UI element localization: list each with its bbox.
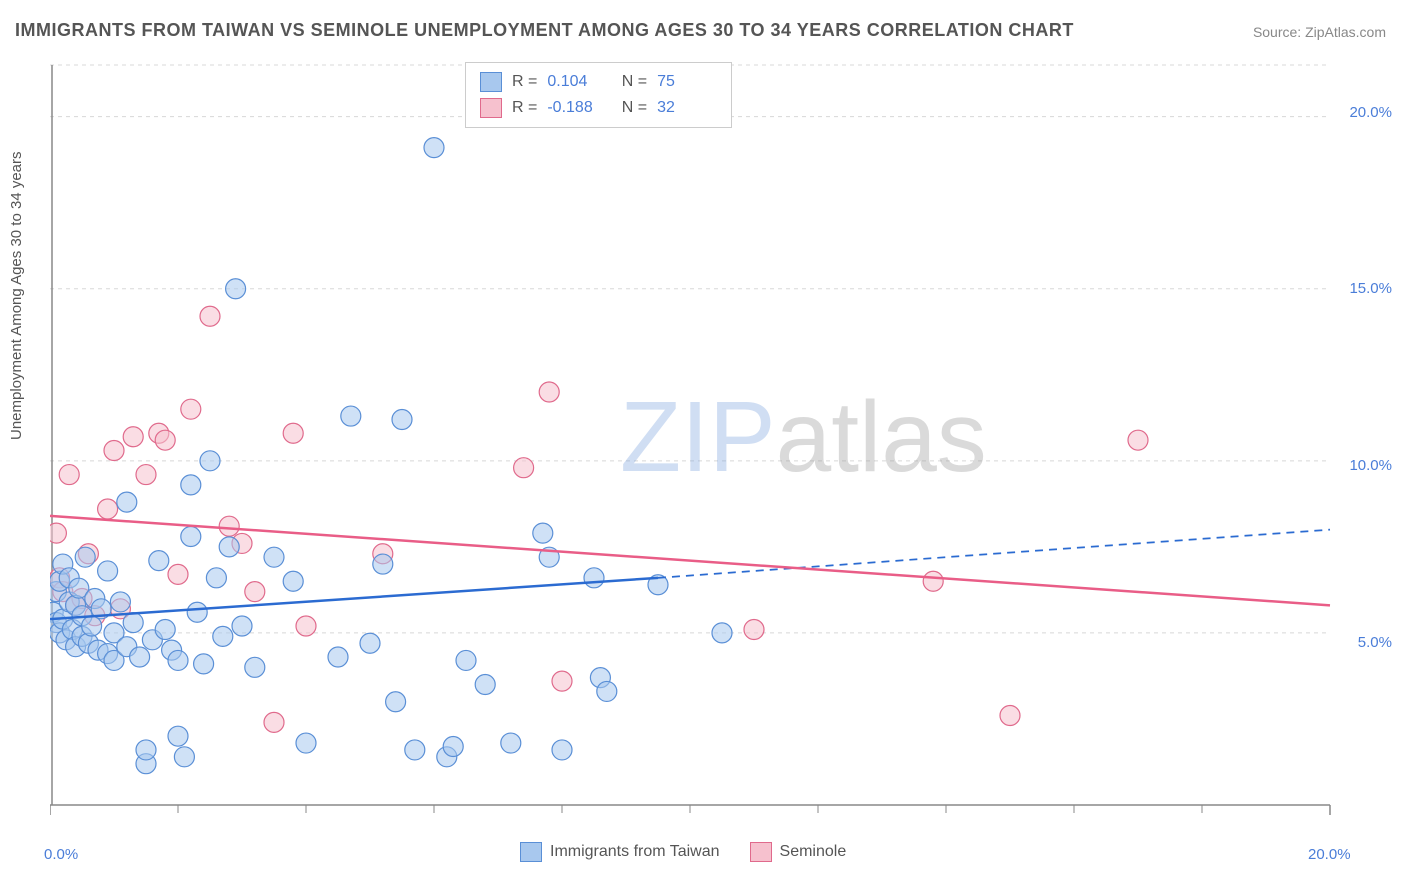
stats-legend-box: R = 0.104 N = 75 R = -0.188 N = 32 — [465, 62, 732, 128]
n-label: N = — [617, 69, 647, 95]
r-value-series1: 0.104 — [547, 69, 607, 95]
source-attribution: Source: ZipAtlas.com — [1253, 24, 1386, 40]
r-value-series2: -0.188 — [547, 95, 607, 121]
bottom-legend: Immigrants from Taiwan Seminole — [520, 842, 846, 862]
chart-title: IMMIGRANTS FROM TAIWAN VS SEMINOLE UNEMP… — [15, 20, 1074, 41]
scatter-chart-svg — [50, 60, 1350, 820]
r-label: R = — [512, 95, 537, 121]
legend-item-series2: Seminole — [750, 842, 847, 862]
legend-label-series2: Seminole — [780, 843, 847, 861]
legend-swatch-series2 — [750, 842, 772, 862]
r-label: R = — [512, 69, 537, 95]
n-value-series1: 75 — [657, 69, 717, 95]
legend-label-series1: Immigrants from Taiwan — [550, 843, 720, 861]
swatch-series2 — [480, 98, 502, 118]
legend-item-series1: Immigrants from Taiwan — [520, 842, 720, 862]
n-label: N = — [617, 95, 647, 121]
x-tick-0: 0.0% — [44, 846, 78, 863]
swatch-series1 — [480, 72, 502, 92]
y-axis-label: Unemployment Among Ages 30 to 34 years — [8, 151, 25, 440]
chart-plot-area — [50, 60, 1350, 820]
stats-row-series1: R = 0.104 N = 75 — [480, 69, 717, 95]
stats-row-series2: R = -0.188 N = 32 — [480, 95, 717, 121]
x-tick-20: 20.0% — [1308, 846, 1351, 863]
y-tick-5: 5.0% — [1358, 634, 1392, 651]
y-tick-10: 10.0% — [1349, 457, 1392, 474]
y-tick-20: 20.0% — [1349, 104, 1392, 121]
y-tick-15: 15.0% — [1349, 280, 1392, 297]
n-value-series2: 32 — [657, 95, 717, 121]
legend-swatch-series1 — [520, 842, 542, 862]
